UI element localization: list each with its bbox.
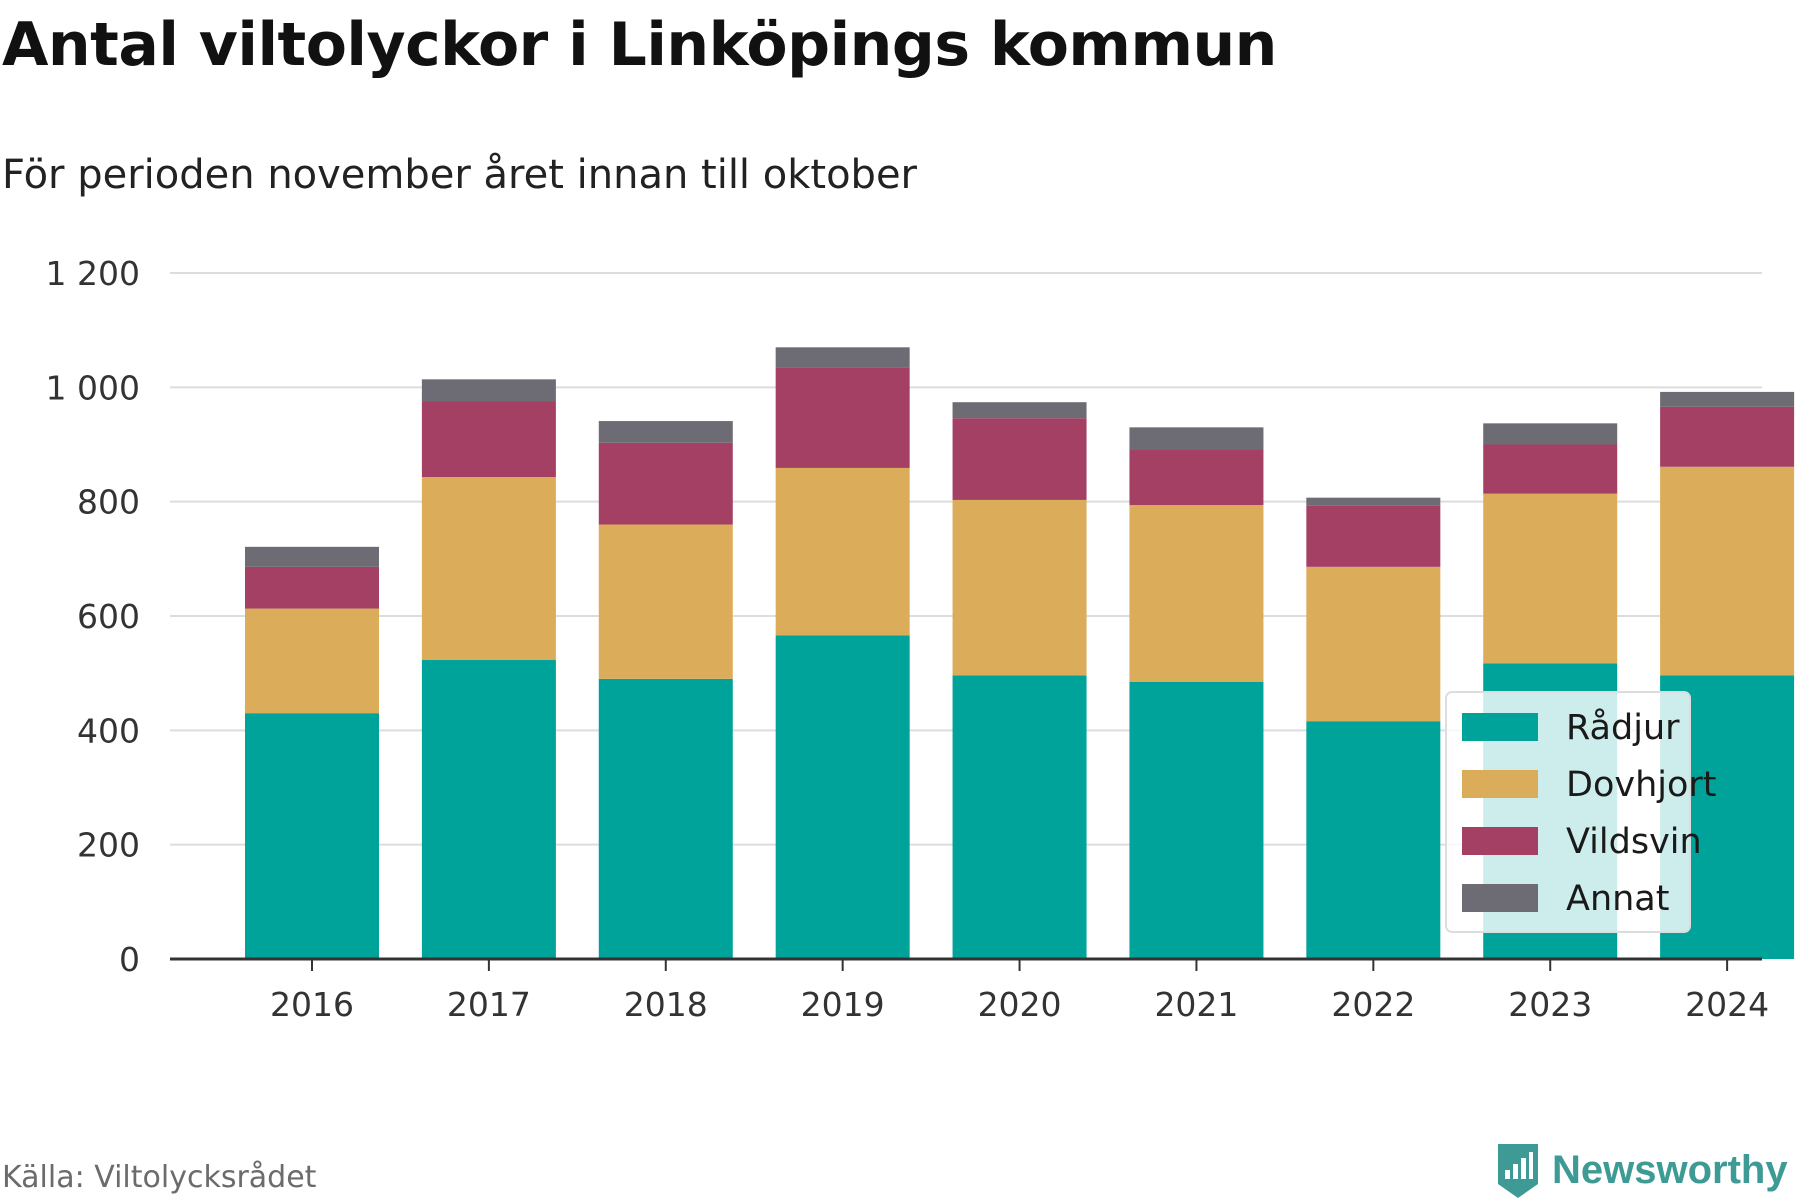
bar-segment (1306, 505, 1441, 567)
bar-segment (598, 678, 733, 959)
bar-segment (421, 477, 556, 661)
x-tick-label: 2024 (1685, 985, 1769, 1024)
bar-segment (421, 401, 556, 478)
bar-segment (1306, 497, 1441, 506)
bar-segment (775, 347, 910, 368)
y-tick-label: 400 (77, 711, 140, 750)
bar-segment (1483, 423, 1618, 445)
bar-segment (598, 442, 733, 525)
x-axis-ticks: 2016 2017 2018 2019 2020 2021 2022 2023 2024 (270, 959, 1769, 1024)
bars (245, 347, 1795, 959)
legend-label: Annat (1566, 879, 1669, 919)
bar-segment (245, 608, 379, 714)
legend-swatch (1462, 884, 1538, 912)
legend-swatch (1462, 827, 1538, 855)
bar-segment (421, 379, 556, 402)
bar-segment (598, 421, 733, 443)
bar-segment (1483, 444, 1618, 494)
bar-segment (421, 660, 556, 959)
source-note: Källa: Viltolycksrådet (2, 1160, 317, 1195)
bar-segment (1129, 681, 1264, 959)
legend-label: Rådjur (1566, 707, 1680, 748)
bar-segment (1660, 466, 1795, 676)
bar-segment (952, 418, 1087, 500)
y-axis-ticks: 0 200 400 600 800 1 000 1 200 (46, 254, 140, 979)
bar-segment (952, 402, 1087, 419)
x-tick-label: 2019 (801, 985, 885, 1024)
legend-swatch (1462, 770, 1538, 798)
bar-segment (1129, 427, 1264, 450)
y-tick-label: 0 (119, 940, 140, 979)
newsworthy-logo-icon (1498, 1144, 1538, 1198)
bar-segment (1129, 505, 1264, 682)
bar-segment (775, 467, 910, 636)
bar-segment (598, 524, 733, 679)
x-tick-label: 2020 (978, 985, 1062, 1024)
bar-segment (245, 713, 379, 959)
bar-segment (775, 367, 910, 468)
bar-segment (775, 635, 910, 959)
bar-segment (952, 675, 1087, 959)
x-tick-label: 2023 (1508, 985, 1592, 1024)
legend: Rådjur Dovhjort Vildsvin Annat (1445, 691, 1717, 933)
chart-title: Antal viltolyckor i Linköpings kommun (2, 10, 1277, 80)
y-tick-label: 200 (77, 826, 140, 865)
y-tick-label: 600 (77, 597, 140, 636)
bar-segment (1483, 493, 1618, 664)
bar-segment (1306, 566, 1441, 722)
x-tick-label: 2017 (447, 985, 531, 1024)
legend-box (1445, 691, 1691, 933)
bar-segment (952, 499, 1087, 676)
legend-swatch (1462, 713, 1538, 741)
x-tick-label: 2016 (270, 985, 354, 1024)
bar-segment (1129, 449, 1264, 506)
chart-subtitle: För perioden november året innan till ok… (2, 152, 917, 198)
bar-segment (1660, 391, 1795, 407)
y-tick-label: 1 200 (46, 254, 140, 293)
y-tick-label: 800 (77, 483, 140, 522)
bar-segment (1306, 721, 1441, 959)
brand-logo: Newsworthy (1494, 1140, 1788, 1200)
legend-label: Dovhjort (1566, 765, 1717, 805)
x-tick-label: 2021 (1154, 985, 1238, 1024)
bar-segment (245, 546, 379, 567)
brand-name: Newsworthy (1552, 1147, 1788, 1192)
bar-segment (1660, 406, 1795, 467)
y-tick-label: 1 000 (46, 368, 140, 407)
x-tick-label: 2018 (624, 985, 708, 1024)
legend-label: Vildsvin (1566, 822, 1702, 862)
x-tick-label: 2022 (1331, 985, 1415, 1024)
bar-segment (245, 566, 379, 609)
